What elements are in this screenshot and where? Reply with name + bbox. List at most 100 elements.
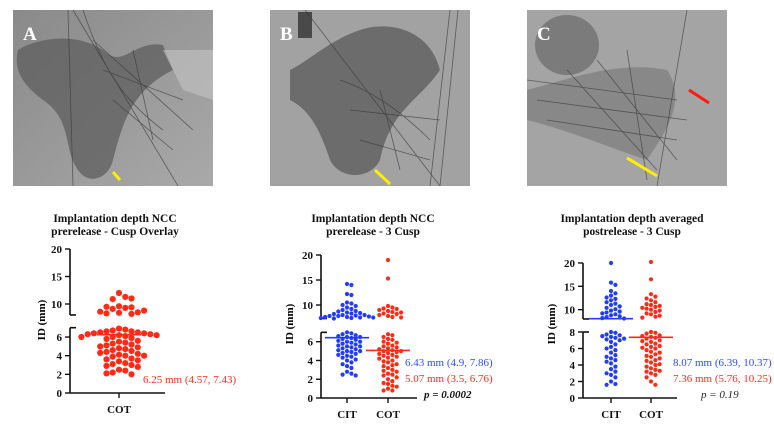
data-point-cot xyxy=(657,343,662,349)
data-point-cot xyxy=(648,312,654,317)
data-point-cit xyxy=(358,349,363,354)
data-point-cit xyxy=(331,316,336,321)
data-point-cot xyxy=(653,382,658,387)
data-point-cot xyxy=(141,330,148,337)
data-point-cit xyxy=(349,340,354,345)
data-point-cot xyxy=(648,298,654,303)
data-point-cot xyxy=(103,303,110,310)
data-point-cot xyxy=(640,305,645,310)
data-point-cot xyxy=(390,367,395,372)
data-point-cot xyxy=(390,337,395,342)
data-point-cit xyxy=(340,332,345,337)
data-point-cot xyxy=(657,333,662,338)
y-tick-label: 8 xyxy=(570,327,576,339)
data-point-cit xyxy=(613,353,618,358)
data-point-cit xyxy=(613,348,618,353)
data-point-cit xyxy=(604,300,609,305)
data-point-cot xyxy=(644,331,649,336)
data-point-cit xyxy=(340,341,345,346)
data-point-cot xyxy=(648,354,654,359)
data-point-cot xyxy=(128,304,135,311)
y-tick-label: 10 xyxy=(564,305,576,317)
data-point-cot xyxy=(84,331,91,338)
data-point-cit xyxy=(340,372,345,377)
data-point-cot xyxy=(648,277,654,282)
data-point-cot xyxy=(390,305,395,310)
data-point-cot xyxy=(122,360,129,367)
data-point-cot xyxy=(381,364,386,369)
data-point-cit xyxy=(344,291,350,297)
data-point-cit xyxy=(353,351,358,356)
fluoro-panel-b: B xyxy=(270,10,470,186)
data-point-cot xyxy=(377,312,382,318)
p-value-3: p = 0.19 xyxy=(701,389,739,401)
stat-cot-1: 6.25 mm (4.57, 7.43) xyxy=(143,374,237,386)
y-tick-label: 6 xyxy=(570,344,576,356)
data-point-cot xyxy=(653,300,658,305)
data-point-cot xyxy=(648,349,654,354)
data-point-cot xyxy=(381,380,386,386)
data-point-cot xyxy=(653,309,658,315)
data-point-cot xyxy=(385,276,391,281)
data-point-cot xyxy=(115,289,123,297)
data-point-cit xyxy=(608,288,614,294)
data-point-cot xyxy=(648,379,654,384)
data-point-cit xyxy=(336,343,341,348)
data-point-cit xyxy=(604,371,609,376)
data-point-cot xyxy=(644,369,649,374)
stat-cit-2: 6.43 mm (4.9, 7.86) xyxy=(405,357,493,369)
data-point-cot xyxy=(394,311,399,317)
data-point-cot xyxy=(657,356,662,361)
data-point-cit xyxy=(349,360,354,365)
data-point-cot xyxy=(390,372,395,377)
data-point-cot xyxy=(648,360,654,365)
data-point-cot xyxy=(390,333,395,338)
data-point-cot xyxy=(122,367,129,374)
title-line: Implantation depth averaged xyxy=(560,213,704,225)
data-point-cot xyxy=(640,345,645,350)
data-point-cot xyxy=(141,307,148,314)
data-point-cot xyxy=(648,371,654,376)
data-point-cit xyxy=(604,295,609,300)
data-point-cot xyxy=(640,315,645,320)
data-point-cit xyxy=(340,350,345,356)
data-point-cot xyxy=(103,362,110,369)
data-point-cit xyxy=(608,361,614,366)
data-point-cit xyxy=(604,310,609,315)
data-point-cot xyxy=(134,363,141,370)
data-point-cot xyxy=(394,362,399,367)
x-tick-label-cot: COT xyxy=(639,409,664,421)
data-point-cot xyxy=(103,335,110,342)
data-point-cot xyxy=(399,315,404,320)
x-tick-label-cot: COT xyxy=(376,409,401,421)
y-tick-label: 4 xyxy=(57,351,63,363)
data-point-cot xyxy=(128,371,135,378)
data-point-cot xyxy=(377,307,382,313)
data-point-cit xyxy=(613,364,618,369)
data-point-cit xyxy=(353,337,358,342)
data-point-cit xyxy=(613,291,618,296)
data-point-cot xyxy=(385,303,391,309)
data-point-cot xyxy=(644,302,649,307)
data-point-cot xyxy=(385,355,391,360)
y-tick-label: 15 xyxy=(564,281,576,293)
data-point-cot xyxy=(385,332,391,337)
data-point-cot xyxy=(128,355,135,362)
data-point-cit xyxy=(613,335,618,340)
data-point-cot xyxy=(653,294,658,299)
data-point-cit xyxy=(318,315,323,321)
data-point-cot xyxy=(394,384,399,389)
chart-title-2: Implantation depth NCC prerelease - 3 Cu… xyxy=(273,213,473,239)
chart-title-1: Implantation depth NCC prerelease - Cusp… xyxy=(15,213,215,239)
data-point-cit xyxy=(600,334,605,339)
data-point-cit xyxy=(613,282,618,287)
data-point-cot xyxy=(128,310,135,317)
data-point-cot xyxy=(141,352,148,359)
data-point-cit xyxy=(617,304,622,309)
data-point-cit xyxy=(336,309,341,314)
data-point-cit xyxy=(349,349,354,355)
data-point-cot xyxy=(381,334,386,340)
data-point-cot xyxy=(657,303,662,308)
data-point-cot xyxy=(134,309,141,316)
